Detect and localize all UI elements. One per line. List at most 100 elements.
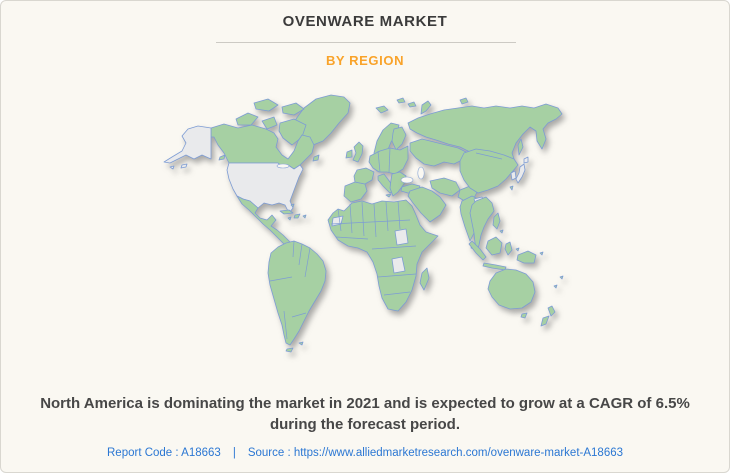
border-line <box>377 150 381 173</box>
border-line <box>292 240 295 258</box>
tierra-del-fuego <box>285 347 294 353</box>
island-puerto-rico <box>302 214 307 219</box>
island-new-guinea <box>516 250 537 264</box>
great-lakes <box>276 163 290 169</box>
border-line <box>397 200 401 230</box>
island-sicily <box>385 193 392 198</box>
arabian-peninsula <box>407 186 447 223</box>
border-line <box>335 236 369 240</box>
report-code: Report Code : A18663 <box>107 447 221 459</box>
island-fiji <box>553 284 558 289</box>
border-line <box>304 247 311 278</box>
island-tasmania <box>520 312 528 319</box>
country-canada <box>210 123 315 170</box>
border-line <box>361 201 365 237</box>
country-iran <box>429 177 461 197</box>
continent-africa <box>327 199 439 312</box>
country-finland <box>391 126 407 151</box>
svalbard <box>396 97 406 104</box>
central-asia <box>409 138 467 167</box>
country-france <box>353 167 375 185</box>
border-line <box>337 208 342 232</box>
arctic-island <box>235 112 259 126</box>
region-south-america[interactable] <box>267 240 327 353</box>
svalbard <box>407 101 417 108</box>
border-line <box>371 245 417 250</box>
by-region-label: BY REGION <box>325 53 405 68</box>
country-zambia <box>391 256 406 274</box>
aleutian-island <box>180 163 188 169</box>
island-sumatra <box>468 240 487 261</box>
island-solomon <box>539 251 544 256</box>
country-philippines <box>492 212 501 230</box>
newfoundland <box>312 154 320 162</box>
border-line <box>298 243 303 266</box>
arctic-island <box>459 97 469 105</box>
world-map[interactable] <box>86 81 646 391</box>
island-borneo <box>485 236 503 256</box>
border-line <box>377 273 417 278</box>
iberia <box>343 181 368 203</box>
island-taiwan <box>509 185 514 191</box>
arctic-island <box>253 98 279 112</box>
balkans <box>389 171 407 197</box>
country-china <box>459 148 519 194</box>
border-line <box>330 219 411 225</box>
border-line <box>383 291 411 296</box>
border-line <box>349 203 353 234</box>
country-iceland <box>375 105 389 114</box>
arctic-island <box>281 102 305 116</box>
market-summary: North America is dominating the market i… <box>40 395 690 433</box>
border-line <box>475 152 503 160</box>
region-europe[interactable] <box>343 97 417 203</box>
footer-bar: Report Code : A18663 | Source : https://… <box>1 447 729 459</box>
country-uk <box>352 141 364 163</box>
border-line <box>388 147 391 173</box>
page-title: OVENWARE MARKET <box>282 13 448 30</box>
falkland-islands <box>298 341 304 346</box>
island-hokkaido <box>523 156 529 164</box>
region-north-america[interactable] <box>163 94 351 251</box>
title-divider <box>216 42 516 43</box>
country-alaska <box>163 125 212 164</box>
novaya-zemlya <box>420 100 432 115</box>
island-java <box>482 262 507 271</box>
border-line <box>385 201 389 232</box>
border-line <box>269 276 293 282</box>
country-japan <box>515 163 526 184</box>
country-south-sudan <box>394 228 409 246</box>
island-sakhalin <box>517 138 524 156</box>
border-line <box>373 203 377 238</box>
continent-south-america <box>267 240 327 346</box>
black-sea <box>400 176 414 184</box>
new-zealand-north <box>547 305 556 317</box>
island-hispaniola <box>293 213 301 219</box>
source-link[interactable]: Source : https://www.alliedmarketresearc… <box>247 447 623 459</box>
country-russia <box>407 103 563 162</box>
footer-separator: | <box>232 447 236 459</box>
indochina <box>469 196 495 252</box>
country-ireland <box>345 149 353 159</box>
border-line <box>291 312 307 318</box>
island-bahamas <box>290 203 295 208</box>
region-africa[interactable] <box>327 199 439 312</box>
aleutian-island <box>169 165 175 170</box>
island-mindanao <box>499 229 504 234</box>
region-asia[interactable] <box>400 97 563 271</box>
border-line <box>283 310 288 340</box>
island-sulawesi <box>504 241 513 256</box>
vancouver-island <box>218 154 226 161</box>
island-jamaica <box>287 216 292 221</box>
island-moluccas <box>515 247 520 252</box>
country-australia <box>487 268 536 310</box>
arctic-island <box>261 116 278 130</box>
country-mexico-central-america <box>236 195 295 251</box>
country-south-korea <box>510 170 517 181</box>
region-oceania[interactable] <box>487 250 564 327</box>
new-zealand-south <box>540 315 550 327</box>
island-vanuatu <box>559 275 564 280</box>
country-cuba <box>279 209 294 215</box>
caspian-sea <box>417 166 425 180</box>
island-madagascar <box>419 267 430 291</box>
